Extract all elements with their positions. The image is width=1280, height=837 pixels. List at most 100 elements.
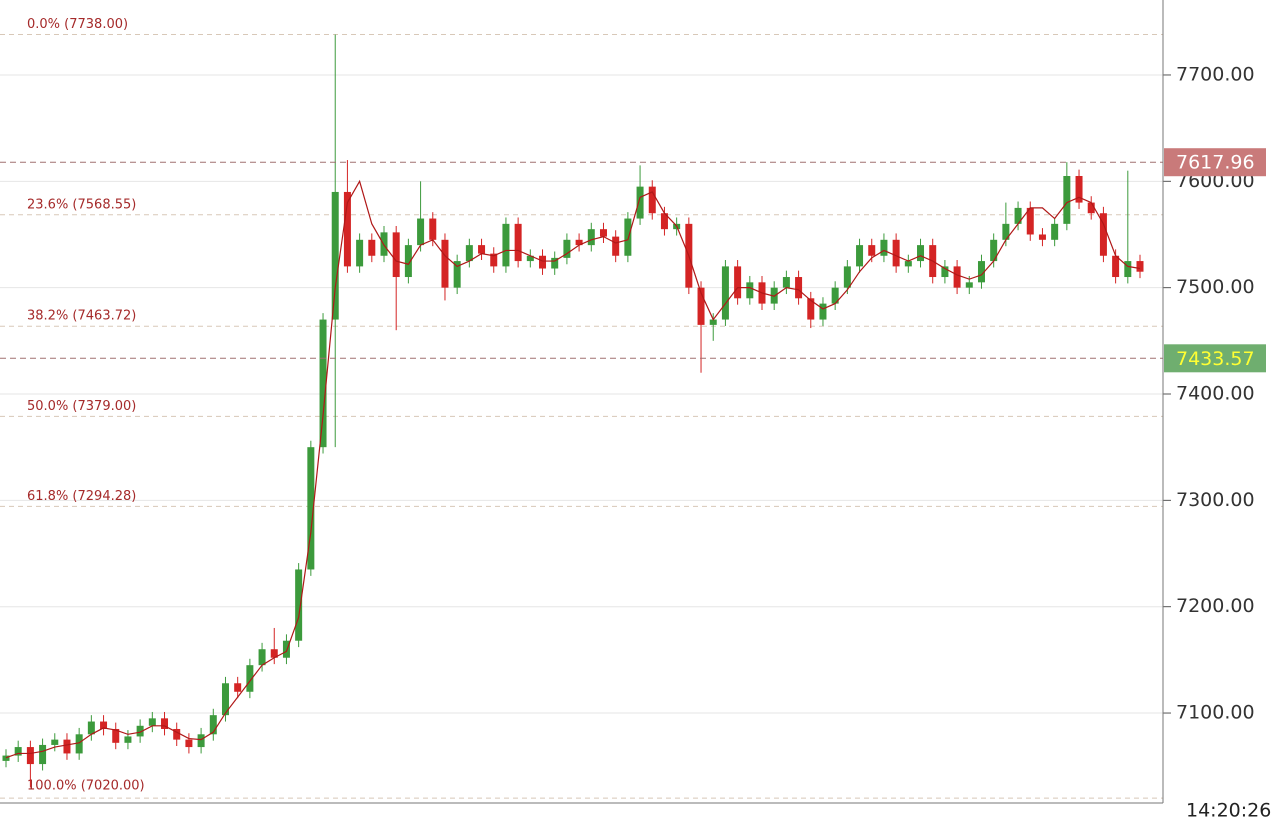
candle-body — [331, 191, 339, 320]
candle-body — [734, 266, 742, 299]
candle-body — [892, 239, 900, 267]
candle-body — [709, 319, 717, 325]
candle-body — [307, 447, 315, 570]
candle-body — [1038, 234, 1046, 240]
y-tick-label: 7300.00 — [1176, 489, 1255, 511]
fib-label: 0.0% (7738.00) — [27, 17, 128, 32]
candle-body — [856, 245, 864, 267]
candle-body — [539, 255, 547, 269]
candle-body — [14, 747, 22, 756]
candle-body — [587, 229, 595, 246]
price-label: 7617.96 — [1176, 152, 1255, 174]
candle-body — [648, 186, 656, 214]
candle-body — [526, 255, 534, 262]
candle-body — [1124, 261, 1132, 278]
y-tick-label: 7200.00 — [1176, 595, 1255, 617]
candle-body — [831, 287, 839, 304]
candle-body — [246, 665, 254, 692]
candle-body — [1063, 175, 1071, 224]
candle-body — [502, 223, 510, 267]
moving-average — [5, 179, 1141, 759]
candle-body — [1075, 175, 1083, 203]
candle-body — [599, 229, 607, 237]
candle-body — [39, 744, 47, 765]
candle-body — [795, 277, 803, 299]
candle-body — [234, 683, 242, 692]
y-tick-label: 7100.00 — [1176, 702, 1255, 724]
candle-body — [563, 239, 571, 258]
candle-body — [904, 261, 912, 267]
candle-body — [953, 266, 961, 288]
candle-body — [575, 239, 583, 246]
price-box — [1164, 344, 1266, 373]
candle-body — [319, 319, 327, 448]
candle-body — [807, 298, 815, 320]
candle-body — [282, 640, 290, 658]
candle-body — [1026, 207, 1034, 235]
candle-body — [660, 213, 668, 230]
candle-body — [782, 277, 790, 288]
candle-body — [843, 266, 851, 288]
candle-body — [75, 734, 83, 754]
candle-body — [1014, 207, 1022, 224]
price-label: 7433.57 — [1176, 348, 1255, 370]
candle-body — [1051, 223, 1059, 240]
candle-body — [356, 239, 364, 267]
candle-body — [295, 569, 303, 641]
candle-body — [221, 683, 229, 716]
fib-label: 50.0% (7379.00) — [27, 399, 136, 414]
candle-body — [417, 218, 425, 246]
candle-body — [977, 261, 985, 283]
candle-body — [624, 218, 632, 256]
candle-body — [51, 739, 59, 745]
candle-body — [990, 239, 998, 262]
candle-body — [161, 718, 169, 729]
y-tick-label: 7400.00 — [1176, 383, 1255, 405]
candle-body — [368, 239, 376, 256]
candle-body — [490, 253, 498, 267]
candle-body — [612, 236, 620, 256]
candle-body — [1002, 223, 1010, 240]
candle-body — [941, 266, 949, 278]
candle-body — [258, 649, 266, 666]
candle-body — [100, 721, 108, 729]
candle-body — [636, 186, 644, 219]
candle-body — [87, 721, 95, 735]
candle-body — [270, 649, 278, 658]
fib-label: 100.0% (7020.00) — [27, 779, 145, 794]
candle-body — [868, 245, 876, 256]
candle-body — [478, 245, 486, 254]
time-label: 14:20:26 — [1186, 800, 1271, 822]
candle-body — [112, 728, 120, 743]
candle-body — [441, 239, 449, 288]
fib-label: 61.8% (7294.28) — [27, 489, 136, 504]
fib-label: 38.2% (7463.72) — [27, 309, 136, 324]
candle-body — [465, 245, 473, 262]
candle-body — [343, 191, 351, 267]
candle-body — [63, 739, 71, 754]
price-box — [1164, 148, 1266, 177]
candle-body — [721, 266, 729, 320]
candle-body — [880, 239, 888, 256]
candle-body — [1099, 213, 1107, 256]
candle-body — [26, 747, 34, 765]
candle-body — [136, 725, 144, 737]
fib-label: 23.6% (7568.55) — [27, 197, 136, 212]
candle-body — [917, 245, 925, 262]
candle-body — [1136, 261, 1144, 272]
candle-body — [514, 223, 522, 262]
candle-body — [404, 245, 412, 278]
y-tick-label: 7500.00 — [1176, 276, 1255, 298]
candle-body — [197, 734, 205, 748]
candle-body — [173, 728, 181, 740]
candle-body — [209, 715, 217, 735]
candle-body — [2, 755, 10, 761]
candle-body — [697, 287, 705, 325]
candle-body — [1112, 255, 1120, 278]
candle-body — [453, 261, 461, 288]
candle-body — [746, 282, 754, 299]
candle-body — [185, 739, 193, 748]
candle-body — [392, 232, 400, 278]
